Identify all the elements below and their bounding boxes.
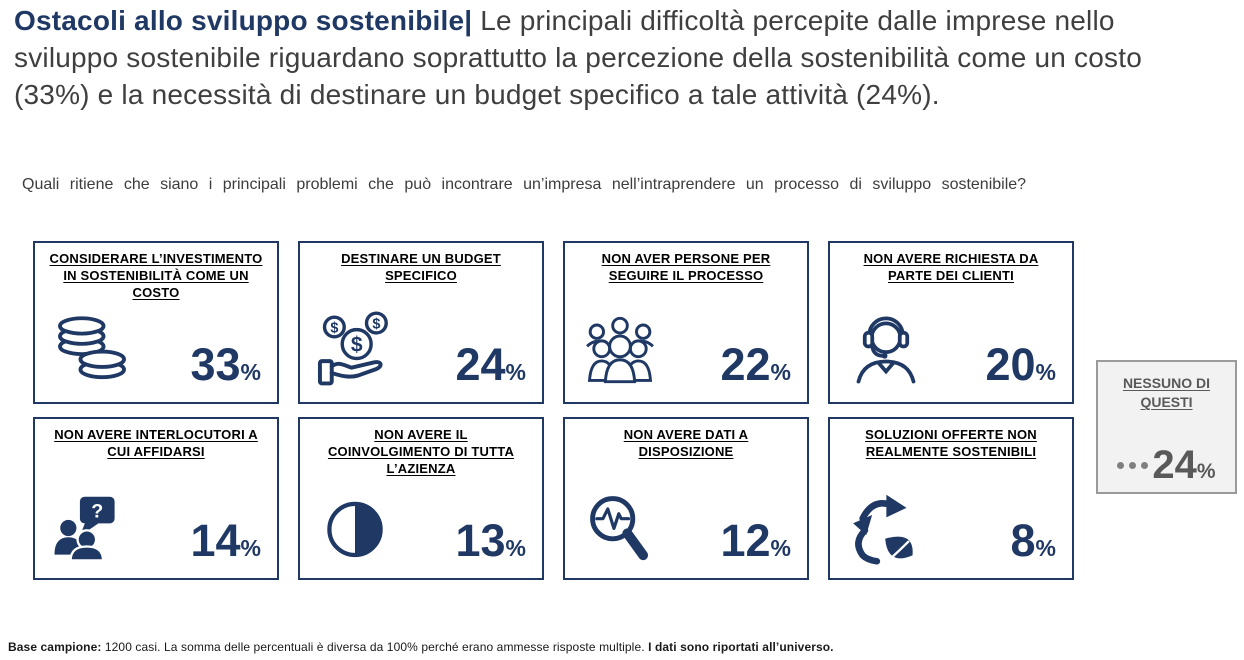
- percentage-value: 13%: [455, 514, 526, 566]
- percentage-value: 24%: [455, 338, 526, 390]
- percent-sign: %: [240, 358, 261, 385]
- card-budget-specifico: DESTINARE UN BUDGET SPECIFICO $ $ $: [298, 241, 544, 404]
- percent-sign: %: [770, 534, 791, 561]
- people-group-icon: [581, 310, 659, 390]
- card-investimento-costo: CONSIDERARE L’INVESTIMENTO IN SOSTENIBIL…: [33, 241, 279, 404]
- percentage-value: 20%: [985, 338, 1056, 390]
- card-soluzioni-sostenibili: SOLUZIONI OFFERTE NON REALMENTE SOSTENIB…: [828, 417, 1074, 580]
- svg-text:?: ?: [91, 501, 103, 523]
- percentage-value: 12%: [720, 514, 791, 566]
- percent-sign: %: [505, 358, 526, 385]
- svg-text:$: $: [351, 333, 363, 356]
- card-interlocutori: NON AVERE INTERLOCUTORI A CUI AFFIDARSI …: [33, 417, 279, 580]
- none-of-these-value: 24%: [1104, 412, 1229, 487]
- headset-support-icon: [846, 308, 926, 390]
- card-body: 22%: [573, 284, 799, 394]
- card-body: 33%: [43, 301, 269, 394]
- card-body: 8%: [838, 460, 1064, 570]
- recycle-leaf-icon: [846, 490, 922, 566]
- footnote-bold-suffix: I dati sono riportati all’universo.: [648, 640, 834, 654]
- card-body: 13%: [308, 477, 534, 570]
- percent-sign: %: [240, 534, 261, 561]
- percentage-value: 14%: [190, 514, 261, 566]
- people-question-icon: ?: [51, 490, 125, 566]
- cards-grid: CONSIDERARE L’INVESTIMENTO IN SOSTENIBIL…: [33, 241, 1074, 580]
- title-highlight: Ostacoli allo sviluppo sostenibile|: [14, 5, 473, 36]
- card-label: NON AVERE RICHIESTA DA PARTE DEI CLIENTI: [863, 251, 1039, 284]
- card-coinvolgimento-azienda: NON AVERE IL COINVOLGIMENTO DI TUTTA L’A…: [298, 417, 544, 580]
- percentage-value: 22%: [720, 338, 791, 390]
- card-label: SOLUZIONI OFFERTE NON REALMENTE SOSTENIB…: [865, 427, 1037, 460]
- title-body: Le principali difficoltà percepite dalle…: [14, 5, 1142, 110]
- card-label: DESTINARE UN BUDGET SPECIFICO: [341, 251, 501, 284]
- page-title: Ostacoli allo sviluppo sostenibile| Le p…: [14, 2, 1144, 113]
- percent-sign: %: [1035, 534, 1056, 561]
- card-label: CONSIDERARE L’INVESTIMENTO IN SOSTENIBIL…: [49, 251, 263, 301]
- card-dati-disposizione: NON AVERE DATI A DISPOSIZIONE 12%: [563, 417, 809, 580]
- svg-text:$: $: [372, 316, 380, 332]
- card-label: NON AVER PERSONE PER SEGUIRE IL PROCESSO: [601, 251, 771, 284]
- card-body: $ $ $ 24%: [308, 284, 534, 394]
- footnote-bold-prefix: Base campione:: [8, 640, 102, 654]
- hand-coins-icon: $ $ $: [316, 306, 400, 390]
- magnifier-pulse-icon: [581, 486, 659, 566]
- card-richiesta-clienti: NON AVERE RICHIESTA DA PARTE DEI CLIENTI: [828, 241, 1074, 404]
- card-label: NON AVERE INTERLOCUTORI A CUI AFFIDARSI: [54, 427, 258, 460]
- ellipsis-icon: [1117, 462, 1149, 469]
- half-circle-icon: [316, 488, 394, 566]
- card-body: ? 14%: [43, 460, 269, 570]
- percentage-value: 33%: [190, 338, 261, 390]
- survey-question: Quali ritiene che siano i principali pro…: [22, 176, 1027, 193]
- percentage-value: 8%: [1010, 514, 1056, 566]
- coins-icon: [51, 308, 133, 390]
- none-of-these-label: NESSUNO DI QUESTI: [1122, 375, 1211, 410]
- percent-sign: %: [770, 358, 791, 385]
- svg-text:$: $: [330, 320, 338, 336]
- footnote-body: 1200 casi. La somma delle percentuali è …: [101, 640, 649, 654]
- percent-sign: %: [1035, 358, 1056, 385]
- card-label: NON AVERE DATI A DISPOSIZIONE: [623, 427, 749, 460]
- none-of-these-box: NESSUNO DI QUESTI 24%: [1096, 360, 1237, 494]
- card-label: NON AVERE IL COINVOLGIMENTO DI TUTTA L’A…: [327, 427, 515, 477]
- percentage-value: 24%: [1152, 443, 1216, 487]
- percent-sign: %: [1196, 460, 1216, 483]
- footnote: Base campione: 1200 casi. La somma delle…: [8, 640, 1228, 654]
- percent-sign: %: [505, 534, 526, 561]
- card-persone-processo: NON AVER PERSONE PER SEGUIRE IL PROCESSO: [563, 241, 809, 404]
- card-body: 20%: [838, 284, 1064, 394]
- card-body: 12%: [573, 460, 799, 570]
